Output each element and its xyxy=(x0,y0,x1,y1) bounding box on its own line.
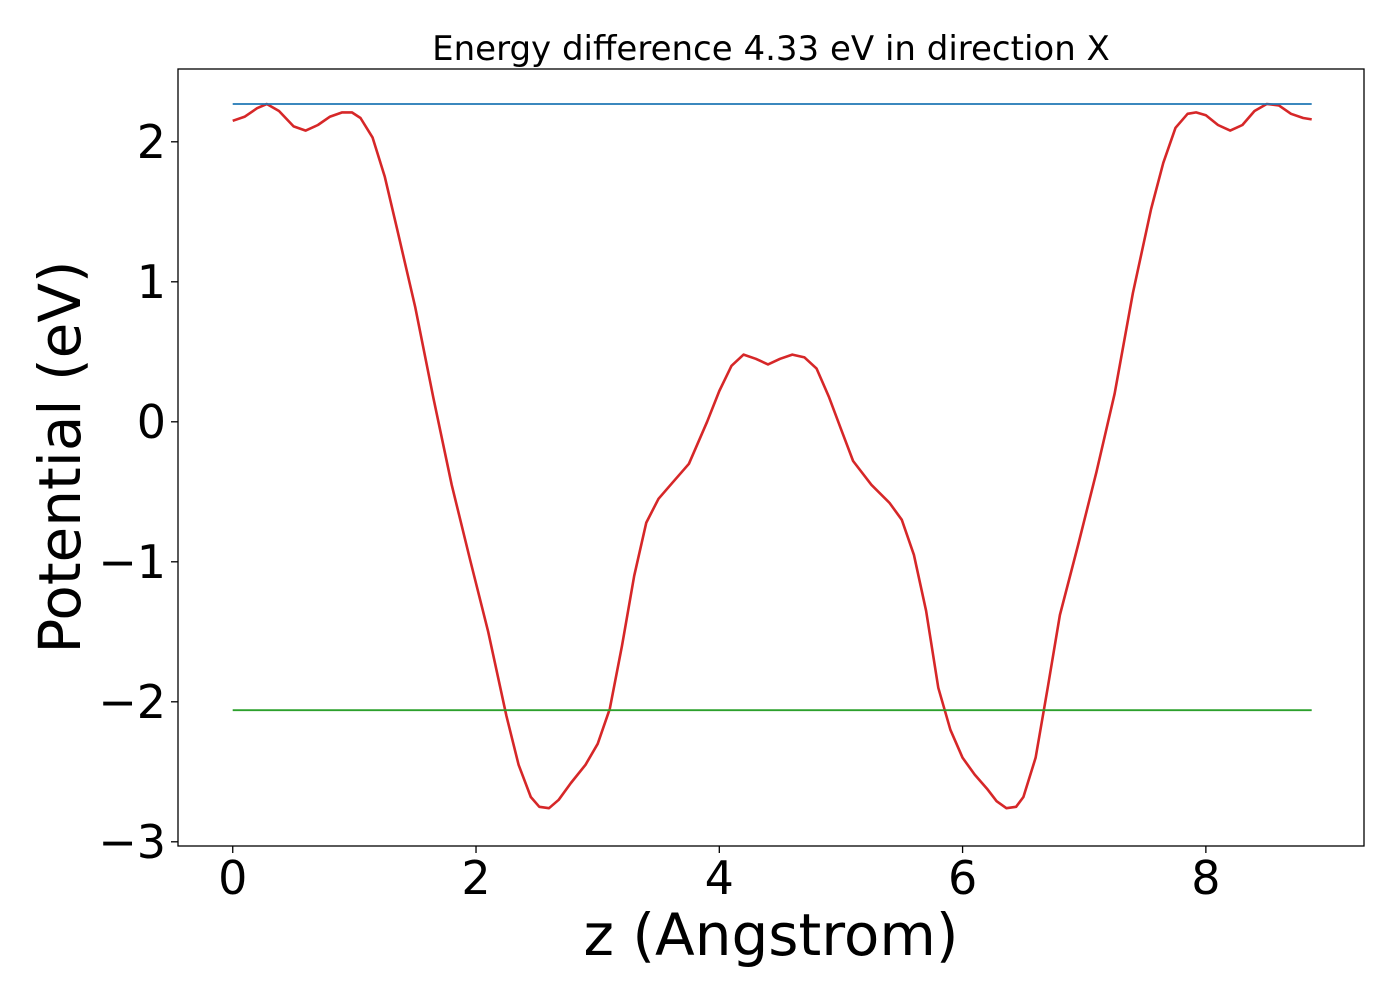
x-tick-label: 6 xyxy=(948,851,977,905)
x-axis-label: z (Angstrom) xyxy=(584,901,959,969)
chart-title: Energy difference 4.33 eV in direction X xyxy=(432,29,1110,69)
plot-frame xyxy=(177,68,1365,847)
y-axis-ticks: −3 −2 −1 0 1 2 xyxy=(98,115,178,869)
y-tick-label: 1 xyxy=(137,255,166,309)
x-tick-label: 8 xyxy=(1191,851,1220,905)
y-tick-label: 2 xyxy=(137,115,166,169)
y-tick-label: 0 xyxy=(137,395,166,449)
y-tick-label: −1 xyxy=(98,535,166,589)
series-layer xyxy=(232,102,1312,810)
x-axis-ticks: 0 2 4 6 8 xyxy=(218,846,1221,905)
y-tick-label: −2 xyxy=(98,675,166,729)
x-tick-label: 4 xyxy=(705,851,734,905)
y-tick-label: −3 xyxy=(98,815,166,869)
x-tick-label: 0 xyxy=(218,851,247,905)
y-axis-label: Potential (eV) xyxy=(26,260,94,653)
series-line-1 xyxy=(232,102,1312,810)
x-tick-label: 2 xyxy=(461,851,490,905)
